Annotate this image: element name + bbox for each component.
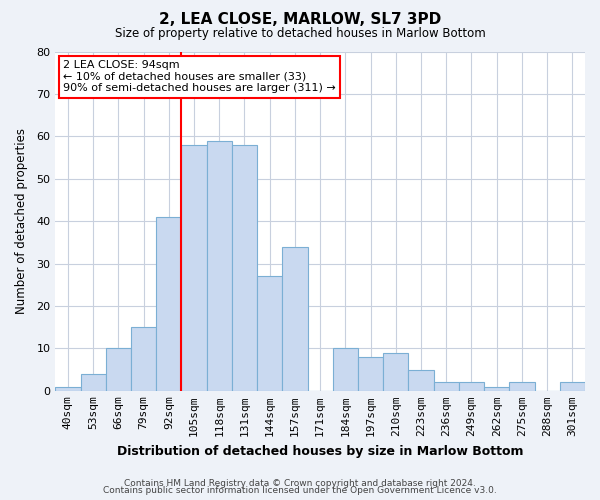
Text: 2, LEA CLOSE, MARLOW, SL7 3PD: 2, LEA CLOSE, MARLOW, SL7 3PD bbox=[159, 12, 441, 28]
Bar bbox=[257, 276, 283, 391]
Bar bbox=[232, 145, 257, 391]
Bar bbox=[181, 145, 206, 391]
Bar bbox=[333, 348, 358, 391]
Bar bbox=[106, 348, 131, 391]
Bar bbox=[560, 382, 585, 391]
Bar bbox=[156, 217, 181, 391]
Bar bbox=[459, 382, 484, 391]
Y-axis label: Number of detached properties: Number of detached properties bbox=[15, 128, 28, 314]
Bar bbox=[131, 327, 156, 391]
Bar bbox=[383, 352, 409, 391]
Bar bbox=[509, 382, 535, 391]
Bar bbox=[409, 370, 434, 391]
Bar bbox=[434, 382, 459, 391]
Bar bbox=[206, 140, 232, 391]
Bar bbox=[283, 246, 308, 391]
X-axis label: Distribution of detached houses by size in Marlow Bottom: Distribution of detached houses by size … bbox=[117, 444, 523, 458]
Text: Size of property relative to detached houses in Marlow Bottom: Size of property relative to detached ho… bbox=[115, 28, 485, 40]
Bar bbox=[55, 386, 80, 391]
Text: 2 LEA CLOSE: 94sqm
← 10% of detached houses are smaller (33)
90% of semi-detache: 2 LEA CLOSE: 94sqm ← 10% of detached hou… bbox=[63, 60, 336, 93]
Text: Contains public sector information licensed under the Open Government Licence v3: Contains public sector information licen… bbox=[103, 486, 497, 495]
Bar bbox=[484, 386, 509, 391]
Text: Contains HM Land Registry data © Crown copyright and database right 2024.: Contains HM Land Registry data © Crown c… bbox=[124, 478, 476, 488]
Bar bbox=[80, 374, 106, 391]
Bar bbox=[358, 357, 383, 391]
